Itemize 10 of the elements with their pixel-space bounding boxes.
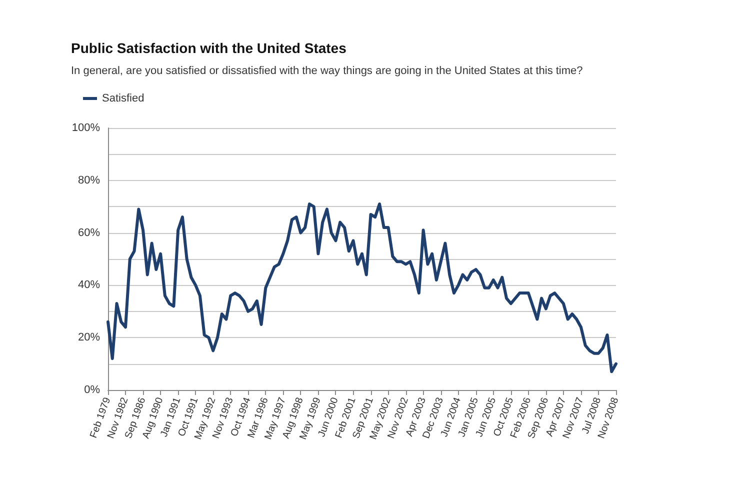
y-tick-label: 80% <box>78 174 100 186</box>
y-tick-label: 100% <box>72 122 100 134</box>
line-series <box>106 202 618 374</box>
y-tick-label: 0% <box>84 384 100 396</box>
chart-subtitle: In general, are you satisfied or dissatisfied with the way things are going in the United States at this time? <box>71 65 583 77</box>
legend-label: Satisfied <box>102 92 144 104</box>
y-tick-label: 40% <box>78 279 100 292</box>
y-tick-label: 60% <box>78 226 100 239</box>
y-tick-label: 20% <box>78 332 100 344</box>
chart-title: Public Satisfaction with the United States <box>71 40 347 56</box>
